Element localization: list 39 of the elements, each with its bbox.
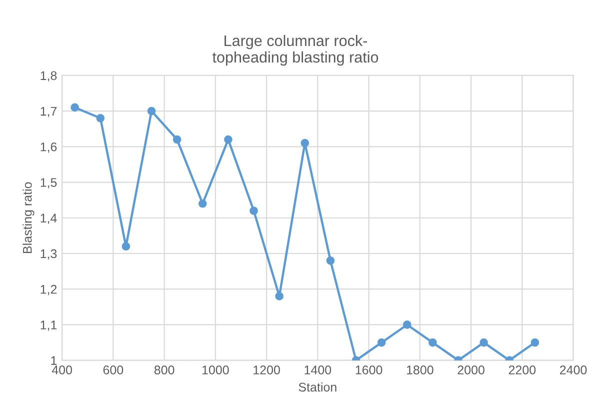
point xyxy=(377,338,386,347)
point xyxy=(402,320,412,329)
y-tick-label: 1,3 xyxy=(40,249,57,260)
x-axis-title: Station xyxy=(298,382,336,392)
x-tick-label: 600 xyxy=(103,366,124,374)
x-tick-label: 2000 xyxy=(458,366,484,374)
y-tick-label: 1,4 xyxy=(40,214,57,224)
y-tick-label: 1 xyxy=(51,356,57,365)
x-tick-label: 2400 xyxy=(560,366,587,374)
point xyxy=(275,292,284,300)
point xyxy=(198,199,207,208)
point xyxy=(224,135,232,144)
point xyxy=(250,206,258,215)
y-tick-label: 1,5 xyxy=(40,178,57,188)
point xyxy=(172,135,182,144)
x-tick-label: 1600 xyxy=(356,366,382,374)
point xyxy=(147,106,156,116)
point xyxy=(428,338,437,347)
x-tick-label: 1200 xyxy=(254,366,280,374)
x-tick-label: 1400 xyxy=(304,366,332,374)
point xyxy=(122,242,130,251)
y-tick-label: 1,8 xyxy=(40,71,57,82)
y-tick-label: 1,1 xyxy=(40,320,57,331)
x-tick-label: 2200 xyxy=(508,366,536,374)
point xyxy=(326,256,335,265)
point xyxy=(96,114,105,122)
x-tick-label: 1000 xyxy=(202,366,229,374)
y-axis-title: Blasting ratio xyxy=(22,182,34,253)
y-tick-label: 1,2 xyxy=(40,284,57,296)
point xyxy=(480,338,488,347)
x-tick-label: 1800 xyxy=(406,366,434,374)
point xyxy=(70,103,80,112)
y-tick-label: 1,6 xyxy=(40,142,57,153)
point xyxy=(300,138,310,148)
chart-title: Large columnar rock- topheading blasting ratio xyxy=(212,34,378,66)
x-tick-label: 400 xyxy=(52,366,72,374)
x-tick-label: 800 xyxy=(154,366,174,374)
y-tick-label: 1,7 xyxy=(40,106,57,118)
point xyxy=(530,338,540,347)
